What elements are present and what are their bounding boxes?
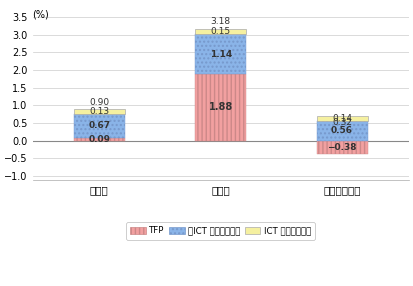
Bar	[195, 29, 246, 34]
Bar	[74, 109, 125, 114]
Text: 0.09: 0.09	[88, 135, 110, 144]
Bar	[195, 34, 246, 74]
Bar	[317, 121, 368, 141]
Bar	[317, 116, 368, 121]
Text: 1.14: 1.14	[209, 49, 232, 59]
Text: 0.15: 0.15	[211, 27, 231, 36]
Text: 0.90: 0.90	[89, 98, 109, 107]
Bar	[74, 114, 125, 138]
Bar	[317, 141, 368, 154]
Bar	[195, 74, 246, 141]
Text: 1.88: 1.88	[209, 102, 233, 112]
Text: 0.67: 0.67	[88, 121, 110, 130]
Text: 0.32: 0.32	[332, 118, 352, 127]
Bar	[74, 138, 125, 141]
Text: (%): (%)	[33, 10, 49, 20]
Text: 3.18: 3.18	[211, 17, 231, 26]
Text: 0.56: 0.56	[331, 126, 353, 135]
Text: −0.38: −0.38	[328, 143, 357, 152]
Text: 0.13: 0.13	[89, 107, 109, 116]
Legend: TFP, 非ICT 資本財寤与度, ICT 資本財寤与度: TFP, 非ICT 資本財寤与度, ICT 資本財寤与度	[126, 222, 315, 240]
Text: 0.14: 0.14	[332, 114, 352, 123]
